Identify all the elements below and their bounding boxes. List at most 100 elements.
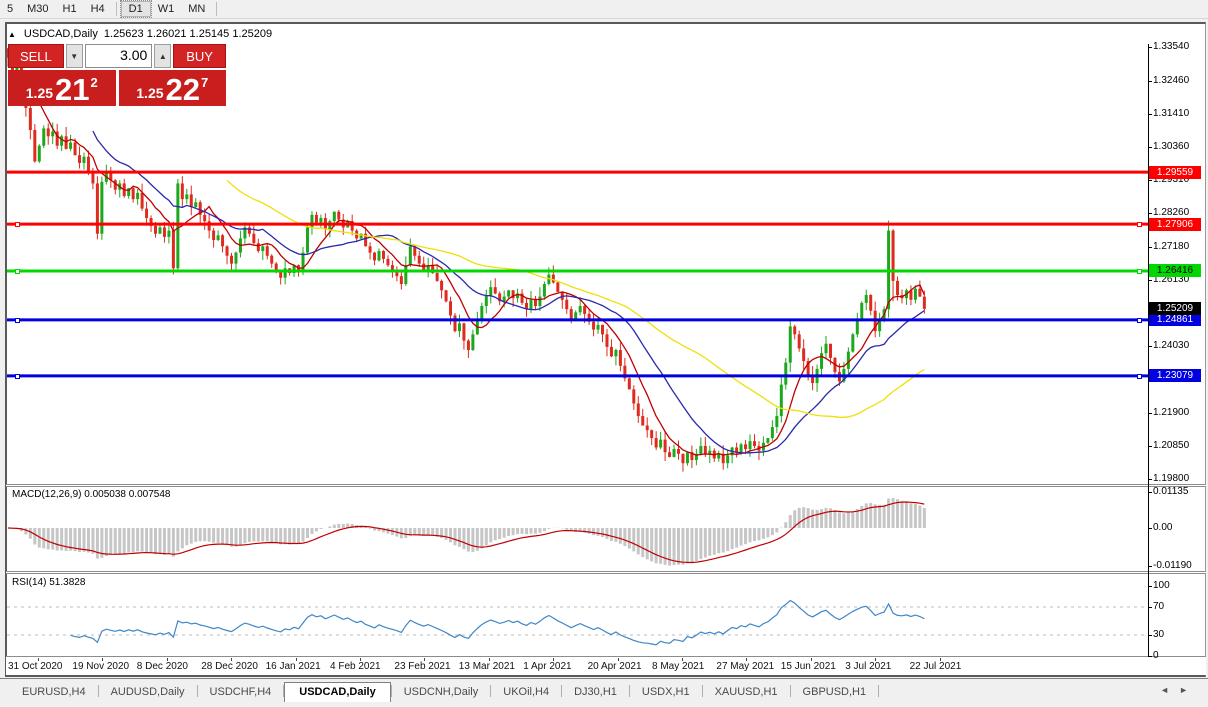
date-axis-label: 20 Apr 2021 [587, 661, 642, 672]
price-axis-tick [1148, 146, 1152, 148]
date-axis-label: 13 Mar 2021 [458, 661, 515, 672]
volume-increase-button[interactable]: ▲ [154, 44, 172, 68]
sell-price-point: 2 [90, 75, 98, 90]
date-axis-tick [553, 658, 555, 661]
sell-price-pips: 21 [55, 72, 90, 107]
tf-button-mn[interactable]: MN [188, 3, 206, 15]
price-level-badge: 1.26416 [1149, 264, 1201, 278]
tab-gbpusd-h1[interactable]: GBPUSD,H1 [802, 686, 867, 698]
price-axis-label: 1.28260 [1153, 206, 1190, 218]
sell-price-display[interactable]: 1.25 21 2 [8, 70, 116, 106]
price-axis-label: 1.29310 [1153, 173, 1190, 185]
tf-button-h1[interactable]: H1 [62, 3, 77, 15]
chevron-up-icon: ▲ [158, 51, 167, 61]
price-axis-label: 1.24030 [1153, 339, 1190, 351]
tab-usdcnh-daily[interactable]: USDCNH,Daily [403, 686, 479, 698]
price-axis-tick [1148, 478, 1152, 480]
level-endpoint-marker[interactable] [15, 373, 20, 379]
macd-indicator-canvas [7, 498, 926, 566]
volume-decrease-button[interactable]: ▼ [65, 44, 83, 68]
tab-separator [283, 685, 285, 697]
date-axis-label: 1 Apr 2021 [523, 661, 572, 672]
tab-audusd-daily[interactable]: AUDUSD,Daily [110, 686, 185, 698]
macd-axis-tick [1148, 491, 1152, 493]
level-endpoint-marker[interactable] [15, 268, 20, 274]
price-axis-label: 1.33540 [1153, 41, 1190, 52]
price-axis-tick [1148, 246, 1152, 248]
toolbar-separator [115, 2, 117, 16]
price-axis-tick [1148, 279, 1152, 281]
tf-button-5[interactable]: 5 [7, 3, 14, 15]
tab-scroll-arrows[interactable]: ◄► [1160, 685, 1198, 695]
tab-usdcad-daily[interactable]: USDCAD,Daily [284, 682, 391, 702]
price-axis-label: 1.27180 [1153, 240, 1190, 252]
date-axis-tick [102, 658, 104, 661]
price-axis-line [1148, 44, 1149, 657]
tab-separator [97, 685, 99, 697]
tab-xauusd-h1[interactable]: XAUUSD,H1 [714, 686, 778, 698]
sell-button[interactable]: SELL [8, 44, 64, 68]
price-axis-tick [1148, 212, 1152, 214]
date-axis-tick [38, 658, 39, 661]
level-endpoint-marker[interactable] [15, 222, 20, 228]
level-endpoint-marker[interactable] [1137, 317, 1142, 323]
price-axis-label: 1.30360 [1153, 140, 1190, 152]
chevron-down-icon: ▼ [70, 51, 79, 61]
tab-usdx-h1[interactable]: USDX,H1 [641, 686, 690, 698]
tab-ukoil-h4[interactable]: UKOil,H4 [503, 686, 550, 698]
volume-input[interactable]: 3.00 [84, 44, 153, 68]
date-axis-label: 8 May 2021 [652, 661, 705, 672]
rsi-panel-separator[interactable] [6, 571, 1206, 574]
date-axis-tick [295, 658, 297, 661]
level-endpoint-marker[interactable] [15, 317, 20, 323]
tab-dj30-h1[interactable]: DJ30,H1 [574, 686, 617, 698]
rsi-axis-label: 70 [1153, 601, 1165, 612]
date-axis-tick [875, 658, 877, 661]
price-axis-tick [1148, 345, 1152, 347]
tab-eurusd-h4[interactable]: EURUSD,H4 [22, 686, 86, 698]
collapse-icon[interactable]: ▲ [8, 29, 16, 39]
price-level-badge: 1.27906 [1149, 217, 1201, 231]
date-axis-tick [488, 658, 490, 661]
tab-separator [789, 685, 791, 697]
rsi-axis-tick [1148, 586, 1152, 587]
tf-button-h4[interactable]: H4 [90, 3, 105, 15]
rsi-axis-tick [1148, 656, 1152, 657]
chart-tab-bar: EURUSD,H4 AUDUSD,Daily USDCHF,H4 USDCAD,Dai… [0, 678, 1208, 702]
level-endpoint-marker[interactable] [1137, 268, 1142, 274]
buy-price-display[interactable]: 1.25 22 7 [118, 70, 226, 106]
tab-separator [561, 685, 563, 697]
price-axis-label: 1.19800 [1153, 472, 1190, 484]
date-axis-label: 22 Jul 2021 [909, 661, 962, 672]
buy-button[interactable]: BUY [173, 44, 226, 68]
sell-price-base: 1.25 [25, 85, 54, 101]
macd-axis-label: -0.01190 [1153, 559, 1192, 571]
macd-panel-separator[interactable] [6, 484, 1206, 487]
tf-button-d1[interactable]: D1 [119, 0, 152, 18]
date-axis-tick [231, 658, 233, 661]
tab-separator [878, 685, 880, 697]
price-chart-canvas[interactable] [7, 44, 1148, 485]
rsi-axis-label: 30 [1153, 629, 1165, 640]
buy-price-base: 1.25 [136, 85, 164, 101]
tf-button-m30[interactable]: M30 [27, 3, 49, 15]
price-axis-label: 1.21900 [1153, 406, 1190, 418]
tab-separator [701, 685, 703, 697]
level-endpoint-marker[interactable] [1137, 373, 1142, 379]
date-axis-tick [682, 658, 683, 661]
tf-button-w1[interactable]: W1 [157, 3, 175, 15]
date-axis-label: 15 Jun 2021 [780, 661, 836, 672]
level-endpoint-marker[interactable] [1137, 222, 1142, 228]
chart-header: ▲ USDCAD,Daily 1.25623 1.26021 1.25145 1… [8, 26, 272, 42]
rsi-axis-label: 100 [1153, 580, 1170, 591]
price-axis-tick [1148, 179, 1152, 181]
macd-axis-tick [1148, 565, 1152, 567]
chart-window [5, 22, 1206, 677]
macd-label: MACD(12,26,9) 0.005038 0.007548 [12, 489, 171, 500]
date-axis-tick [424, 658, 426, 661]
tab-usdchf-h4[interactable]: USDCHF,H4 [209, 686, 272, 698]
date-axis-label: 28 Dec 2020 [201, 661, 258, 672]
timeframe-toolbar: 5 M30 H1 H4 D1 W1 MN [0, 0, 1208, 19]
date-axis-label: 16 Jan 2021 [265, 661, 321, 672]
date-axis-tick [939, 658, 941, 661]
